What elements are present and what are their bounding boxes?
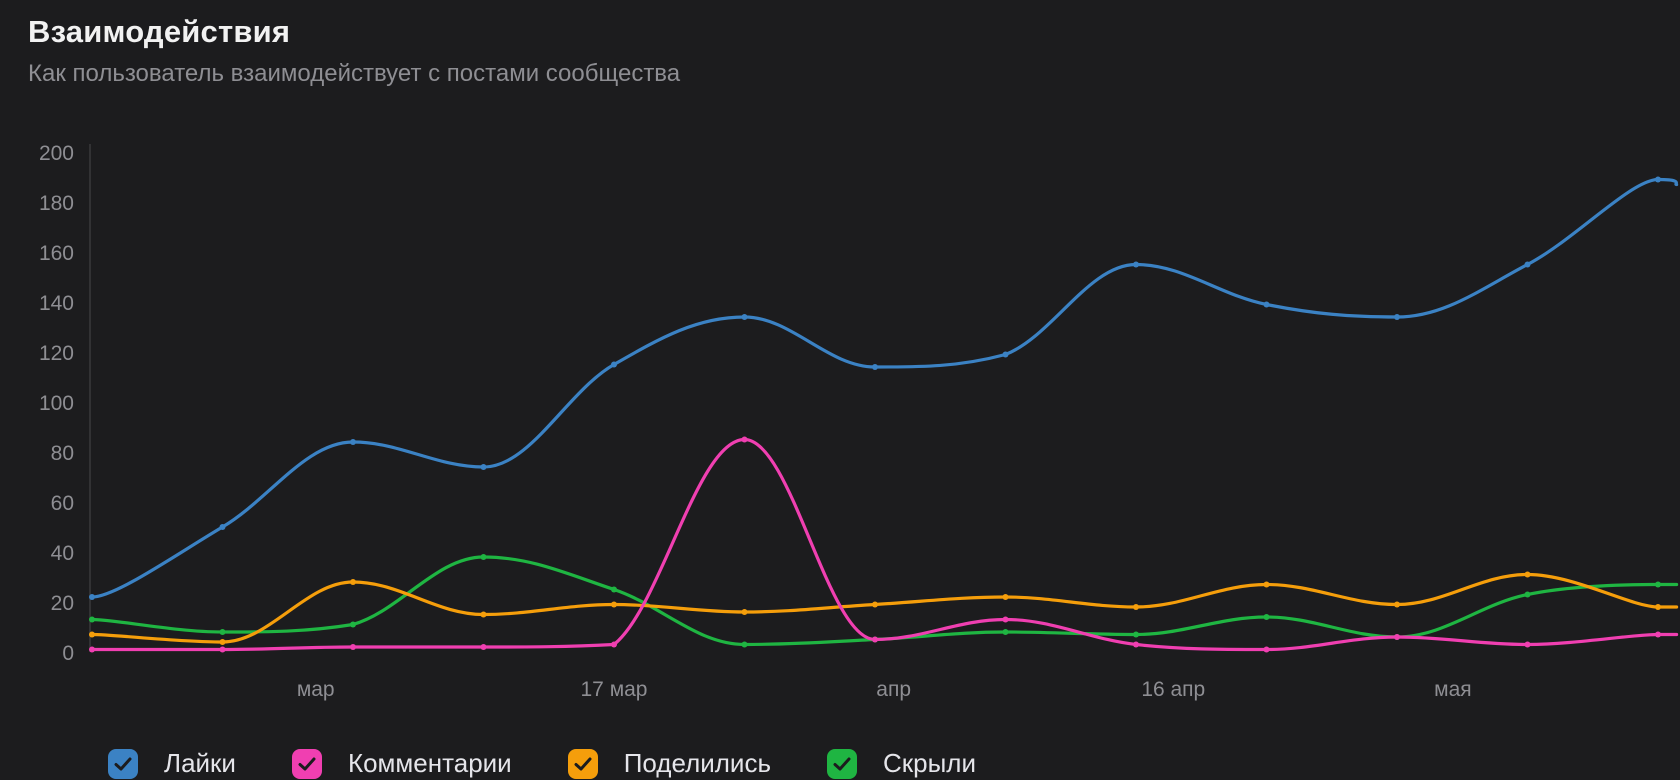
legend-label: Лайки [164,748,236,778]
series-2-point [1394,634,1400,640]
legend-checkbox[interactable] [567,748,598,779]
legend-checkbox[interactable] [291,748,322,779]
series-3-group [89,571,1679,645]
series-1-point [872,364,878,370]
legend-label: Поделились [623,748,771,778]
legend-item[interactable]: Лайки [108,748,236,779]
x-tick-label: мая [1434,678,1472,701]
series-2-line [90,437,1679,652]
series-1-point [1394,314,1400,320]
series-2-point [89,646,95,653]
chart-subtitle: Как пользователь взаимодействует с поста… [28,60,681,87]
series-2-point [1524,641,1531,648]
series-2-point [1002,616,1009,623]
series-2-point [741,436,748,443]
series-1-line [90,177,1679,599]
series-1-group [89,176,1679,600]
series-3-point [741,609,748,615]
checkmark-icon [298,757,316,770]
chart-legend: Лайки Комментарии Поделились Скрыли [108,748,1032,779]
legend-label: Скрыли [883,748,976,778]
series-1-point [1524,261,1531,268]
series-1-point [1133,261,1139,268]
legend-checkbox[interactable] [108,748,138,779]
series-1-point [350,439,356,445]
series-4-line [90,555,1679,647]
series-2-point [1655,631,1661,638]
legend-item[interactable]: Поделились [567,748,771,779]
series-3-point [89,631,95,638]
series-3-line [90,572,1679,644]
y-tick-label: 60 [51,492,74,515]
series-4-point [1655,581,1661,588]
series-3-point [1263,581,1270,588]
y-tick-label: 180 [39,192,74,215]
chart-header: Взаимодействия Как пользователь взаимоде… [28,14,680,88]
series-4-point [1263,614,1270,620]
x-tick-label: мар [297,678,335,701]
series-4-point [1002,629,1009,635]
legend-label: Комментарии [347,748,512,778]
y-tick-label: 200 [39,142,74,165]
series-4-point [480,554,487,560]
chart-title: Взаимодействия [28,14,291,49]
series-3-point [611,601,617,608]
y-tick-label: 80 [51,442,74,465]
series-4-point [219,629,226,635]
series-3-point [350,579,356,585]
series-3-point [872,601,878,608]
checkmark-icon [833,757,851,770]
series-1-point [1655,176,1661,183]
series-3-point [219,639,226,645]
series-1-point [611,361,617,368]
series-3-point [1524,571,1531,578]
series-2-point [872,636,878,643]
series-2-point [350,644,356,650]
series-3-point [1394,601,1400,608]
series-3-point [480,611,487,618]
y-tick-label: 0 [62,642,74,665]
series-2-point [480,644,487,650]
legend-item[interactable]: Комментарии [291,748,512,779]
checkmark-icon [574,757,592,770]
series-4-point [1133,631,1139,638]
series-1-point [741,314,748,320]
series-2-point [611,641,617,648]
series-1-point [219,524,226,530]
series-1-point [480,464,487,470]
series-3-point [1002,594,1009,600]
checkmark-icon [114,757,132,770]
series-4-point [350,621,356,628]
series-3-point [1655,604,1661,610]
y-tick-label: 140 [39,292,74,315]
series-2-point [1133,641,1139,648]
series-2-group [89,436,1679,653]
series-3-point [1133,604,1139,610]
y-tick-label: 160 [39,242,74,265]
series-1-point [1002,351,1009,358]
x-tick-label: апр [876,678,911,701]
x-tick-label: 17 мар [581,678,648,701]
x-tick-label: 16 апр [1141,678,1205,701]
y-tick-label: 120 [39,342,74,365]
series-2-point [219,646,226,653]
y-tick-label: 100 [39,392,74,415]
series-1-point [89,594,95,600]
legend-item[interactable]: Скрыли [827,748,976,779]
series-4-point [741,641,748,648]
series-2-point [1263,646,1270,653]
series-1-point [1263,301,1270,308]
series-4-point [89,616,95,623]
legend-checkbox[interactable] [827,748,857,779]
y-tick-label: 20 [51,592,74,615]
series-4-point [611,586,617,593]
series-4-point [1524,591,1531,598]
y-tick-label: 40 [51,542,74,565]
series-4-group [89,554,1679,648]
